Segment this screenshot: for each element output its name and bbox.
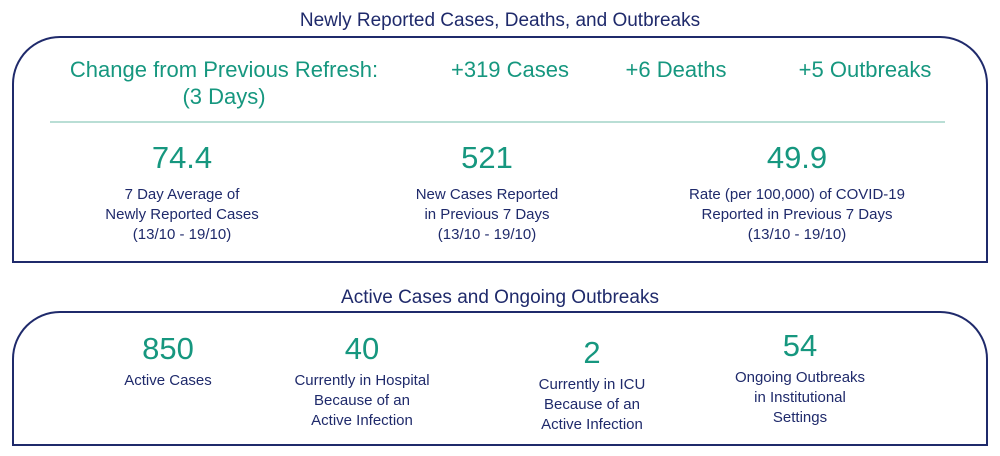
change-label: Change from Previous Refresh: (3 Days) bbox=[44, 56, 404, 110]
newly-reported-panel bbox=[12, 36, 988, 263]
metric-desc-line1: New Cases Reported bbox=[415, 186, 559, 203]
metric-in-icu: 2 Currently in ICU Because of an Active … bbox=[512, 331, 672, 435]
metric-ongoing-outbreaks: 54 Ongoing Outbreaks in Institutional Se… bbox=[700, 328, 900, 428]
metric-desc-line3: Settings bbox=[772, 409, 828, 426]
metric-desc-line1: Ongoing Outbreaks bbox=[734, 369, 866, 386]
change-label-line2: (3 Days) bbox=[182, 84, 266, 109]
metric-value: 40 bbox=[344, 331, 380, 366]
metric-desc-line2: Because of an bbox=[314, 392, 410, 409]
metric-in-hospital: 40 Currently in Hospital Because of an A… bbox=[272, 331, 452, 431]
metric-desc-line3: Active Infection bbox=[541, 416, 643, 433]
metric-value: 49.9 bbox=[766, 140, 828, 175]
metric-desc-line3: (13/10 - 19/10) bbox=[437, 226, 537, 243]
change-outbreaks: +5 Outbreaks bbox=[798, 57, 932, 82]
metric-desc-line1: 7 Day Average of bbox=[124, 186, 240, 203]
metric-desc-line3: (13/10 - 19/10) bbox=[132, 226, 232, 243]
metric-value: 2 bbox=[583, 335, 601, 370]
metric-desc-line2: Newly Reported Cases bbox=[105, 206, 259, 223]
metric-value: 521 bbox=[461, 140, 513, 175]
metric-7day-average: 74.4 7 Day Average of Newly Reported Cas… bbox=[72, 140, 292, 245]
change-deaths: +6 Deaths bbox=[625, 57, 727, 82]
section-title-active-cases: Active Cases and Ongoing Outbreaks bbox=[341, 287, 659, 308]
metric-desc-line1: Active Cases bbox=[124, 372, 212, 389]
metric-desc-line2: in Institutional bbox=[754, 389, 846, 406]
metric-value: 74.4 bbox=[151, 140, 213, 175]
change-label-line1: Change from Previous Refresh: bbox=[69, 57, 379, 82]
metric-desc-line2: Because of an bbox=[544, 396, 640, 413]
metric-active-cases: 850 Active Cases bbox=[88, 331, 248, 391]
metric-value: 54 bbox=[782, 328, 818, 363]
metric-desc-line1: Currently in ICU bbox=[538, 376, 646, 393]
change-cases: +319 Cases bbox=[450, 57, 570, 82]
metric-value: 850 bbox=[142, 331, 194, 366]
metric-desc-line2: Reported in Previous 7 Days bbox=[701, 206, 893, 223]
metric-desc-line1: Currently in Hospital bbox=[294, 372, 430, 389]
metric-rate-per-100k: 49.9 Rate (per 100,000) of COVID-19 Repo… bbox=[652, 140, 942, 245]
metric-desc-line1: Rate (per 100,000) of COVID-19 bbox=[689, 186, 905, 203]
metric-desc-line2: in Previous 7 Days bbox=[424, 206, 550, 223]
active-cases-panel bbox=[12, 311, 988, 446]
metric-new-cases-7days: 521 New Cases Reported in Previous 7 Day… bbox=[372, 140, 602, 245]
section-title-newly-reported: Newly Reported Cases, Deaths, and Outbre… bbox=[299, 10, 701, 31]
divider bbox=[50, 121, 945, 123]
metric-desc-line3: Active Infection bbox=[311, 412, 413, 429]
metric-desc-line3: (13/10 - 19/10) bbox=[747, 226, 847, 243]
